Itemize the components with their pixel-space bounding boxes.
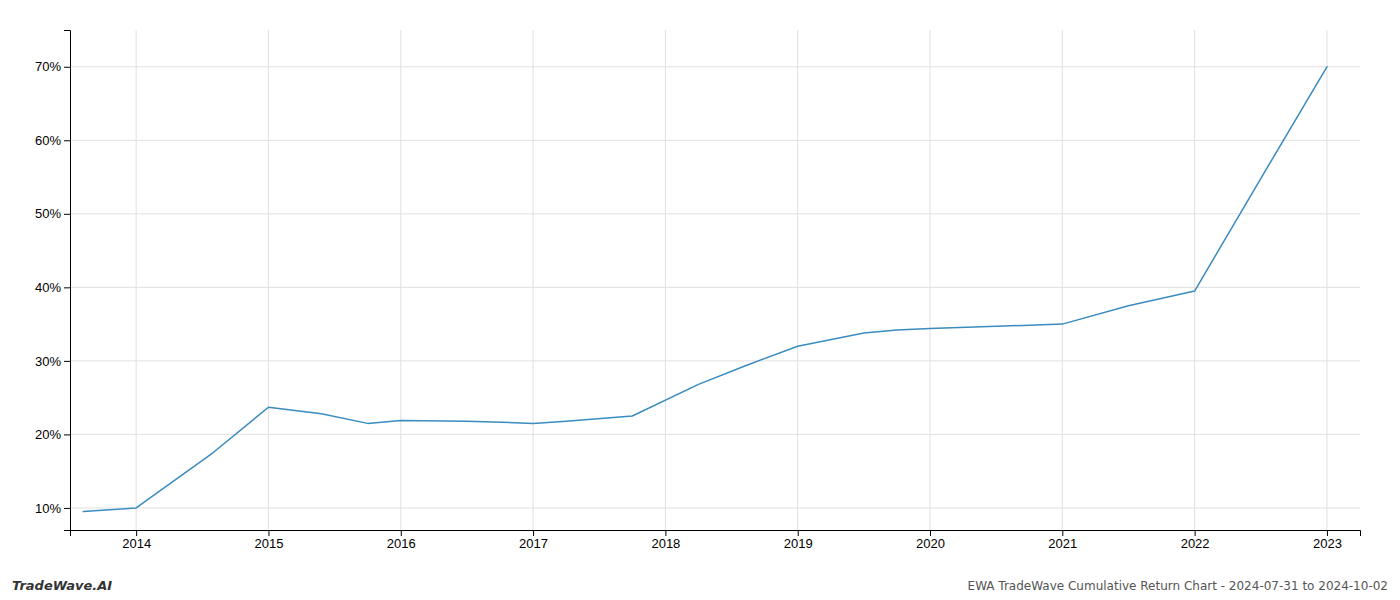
y-grid-line [70,434,1360,435]
x-tick-mark [1327,530,1328,536]
y-grid-line [70,360,1360,361]
y-tick-mark [64,434,70,435]
y-tick-label: 10% [35,501,61,516]
series-group [83,67,1327,512]
y-grid-line [70,140,1360,141]
x-tick-mark [798,530,799,536]
x-tick-label: 2019 [784,536,813,551]
x-tick-label: 2017 [519,536,548,551]
x-tick: 2023 [1313,530,1342,551]
x-grid-line [136,30,137,530]
x-grid-line [1326,30,1327,530]
y-axis: 10% 20% 30% 40% 50% 60% 70% [35,31,71,531]
y-tick: 30% [35,354,70,369]
y-tick: 20% [35,427,70,442]
x-tick: 2022 [1181,530,1210,551]
x-tick-label: 2016 [387,536,416,551]
x-tick-label: 2022 [1181,536,1210,551]
x-tick-label: 2020 [916,536,945,551]
x-tick-label: 2018 [651,536,680,551]
y-grid-line [70,66,1360,67]
x-grid-line [930,30,931,530]
y-tick-label: 50% [35,206,61,221]
x-grid-line [268,30,269,530]
line [83,67,1327,512]
footer-right: EWA TradeWave Cumulative Return Chart - … [968,579,1388,593]
y-axis-line [64,31,71,531]
x-tick-mark [665,530,666,536]
x-axis: 2014 2015 2016 2017 2018 2019 2020 2021 2022 2023 [71,530,1361,551]
y-tick-label: 40% [35,280,61,295]
y-tick-label: 20% [35,427,61,442]
y-grid-line [70,287,1360,288]
x-tick-mark [1195,530,1196,536]
x-grid-line [400,30,401,530]
y-tick-label: 30% [35,354,61,369]
x-tick: 2014 [122,530,151,551]
x-tick-label: 2014 [122,536,151,551]
x-tick: 2021 [1048,530,1077,551]
y-grid-line [70,507,1360,508]
x-tick: 2016 [387,530,416,551]
x-tick-mark [930,530,931,536]
y-tick-label: 70% [35,59,61,74]
y-grid-line [70,213,1360,214]
y-tick-mark [64,140,70,141]
x-axis-line [71,531,1361,537]
chart: 2014 2015 2016 2017 2018 2019 2020 2021 2022 2023… [0,0,1400,600]
y-tick-mark [64,361,70,362]
x-grid-line [665,30,666,530]
x-tick-label: 2021 [1048,536,1077,551]
x-grid-line [1062,30,1063,530]
x-tick-label: 2015 [255,536,284,551]
x-tick: 2018 [651,530,680,551]
x-grid-line [797,30,798,530]
x-grid-line [1194,30,1195,530]
x-tick: 2019 [784,530,813,551]
x-tick-mark [401,530,402,536]
x-tick-mark [533,530,534,536]
y-tick: 50% [35,206,70,221]
x-tick-mark [136,530,137,536]
y-tick-mark [64,67,70,68]
y-tick: 70% [35,59,70,74]
x-tick-mark [1062,530,1063,536]
grid [70,30,1360,530]
x-tick-label: 2023 [1313,536,1342,551]
footer-left: TradeWave.AI [12,578,112,593]
x-tick: 2017 [519,530,548,551]
annotations: TradeWave.AI EWA TradeWave Cumulative Ret… [12,578,1388,593]
y-tick-mark [64,508,70,509]
x-grid-line [533,30,534,530]
x-tick-mark [268,530,269,536]
x-tick: 2020 [916,530,945,551]
y-tick-mark [64,287,70,288]
y-tick: 40% [35,280,70,295]
x-tick: 2015 [255,530,284,551]
y-tick: 60% [35,133,70,148]
y-tick-label: 60% [35,133,61,148]
y-tick: 10% [35,501,70,516]
plot-area: 2014 2015 2016 2017 2018 2019 2020 2021 2022 2023… [35,30,1361,551]
y-tick-mark [64,214,70,215]
